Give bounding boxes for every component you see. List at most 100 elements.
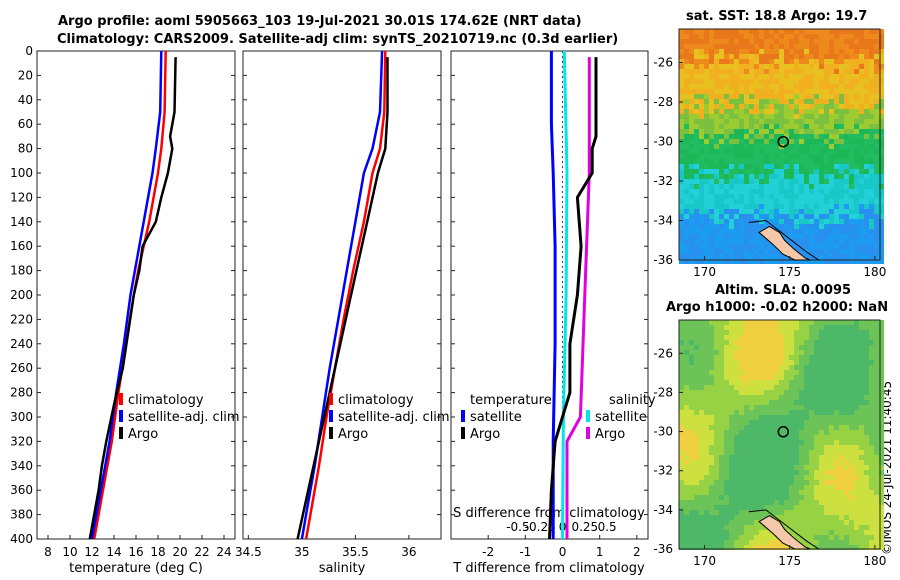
sla-pixel [824, 340, 829, 345]
sla-pixel [684, 335, 689, 340]
sst-pixel [699, 114, 704, 119]
sla-pixel [784, 410, 789, 415]
sla-pixel [679, 475, 684, 480]
sla-pixel [739, 455, 744, 460]
sla-pixel [844, 320, 849, 325]
sla-pixel [684, 515, 689, 520]
sst-pixel [809, 84, 814, 89]
sst-pixel [754, 94, 759, 99]
sla-pixel [744, 535, 749, 540]
sla-pixel [879, 325, 884, 330]
sla-pixel [744, 470, 749, 475]
sst-pixel [834, 59, 839, 64]
difference-x-tick-label: -2 [482, 545, 494, 559]
sla-pixel [849, 450, 854, 455]
sst-pixel [869, 259, 874, 264]
sla-pixel [804, 490, 809, 495]
sla-pixel [794, 340, 799, 345]
sst-pixel [824, 194, 829, 199]
sst-pixel [759, 44, 764, 49]
sst-pixel [789, 29, 794, 34]
sst-pixel [774, 259, 779, 264]
sla-pixel [724, 345, 729, 350]
sla-pixel [744, 440, 749, 445]
sst-pixel [774, 89, 779, 94]
sla-pixel [704, 445, 709, 450]
sla-pixel [859, 445, 864, 450]
sst-pixel [819, 199, 824, 204]
sla-pixel [814, 475, 819, 480]
sla-pixel [819, 465, 824, 470]
sst-pixel [784, 129, 789, 134]
sla-y-tick-label: -32 [653, 464, 673, 478]
sst-pixel [809, 169, 814, 174]
sst-pixel [754, 114, 759, 119]
sla-pixel [864, 430, 869, 435]
sst-pixel [714, 194, 719, 199]
sla-pixel [854, 430, 859, 435]
sst-pixel [694, 54, 699, 59]
sla-pixel [809, 345, 814, 350]
sst-pixel [694, 104, 699, 109]
sst-pixel [834, 229, 839, 234]
sla-pixel [859, 450, 864, 455]
sla-pixel [769, 405, 774, 410]
sla-pixel [679, 435, 684, 440]
sst-pixel [779, 219, 784, 224]
sla-pixel [874, 370, 879, 375]
sst-pixel [774, 94, 779, 99]
sla-pixel [734, 430, 739, 435]
sst-pixel [739, 139, 744, 144]
sla-pixel [719, 545, 724, 550]
sla-pixel [754, 510, 759, 515]
sst-pixel [864, 204, 869, 209]
sst-pixel [879, 99, 884, 104]
sla-pixel [834, 395, 839, 400]
sst-pixel [879, 119, 884, 124]
sst-pixel [744, 219, 749, 224]
sla-pixel [684, 410, 689, 415]
sst-pixel [854, 209, 859, 214]
sst-pixel [864, 89, 869, 94]
sla-pixel [704, 380, 709, 385]
sst-pixel [839, 214, 844, 219]
sla-pixel [854, 450, 859, 455]
sst-pixel [839, 114, 844, 119]
sla-pixel [824, 385, 829, 390]
sst-pixel [704, 194, 709, 199]
sla-pixel [764, 405, 769, 410]
sst-pixel [864, 254, 869, 259]
sst-pixel [854, 229, 859, 234]
sst-pixel [794, 239, 799, 244]
sst-pixel [704, 254, 709, 259]
sla-pixel [739, 375, 744, 380]
sst-pixel [679, 109, 684, 114]
sst-pixel [769, 184, 774, 189]
sst-pixel [714, 129, 719, 134]
sst-pixel [809, 189, 814, 194]
sst-pixel [834, 134, 839, 139]
sla-pixel [819, 455, 824, 460]
sst-pixel [714, 114, 719, 119]
sst-pixel [874, 119, 879, 124]
sst-pixel [724, 49, 729, 54]
sla-pixel [799, 515, 804, 520]
sla-pixel [874, 510, 879, 515]
sla-pixel [789, 515, 794, 520]
sst-pixel [814, 29, 819, 34]
sla-pixel [719, 345, 724, 350]
sla-pixel [724, 470, 729, 475]
sla-pixel [869, 425, 874, 430]
sst-pixel [724, 189, 729, 194]
sst-pixel [699, 184, 704, 189]
sst-pixel [724, 184, 729, 189]
sst-pixel [749, 149, 754, 154]
sst-pixel [724, 139, 729, 144]
sla-pixel [749, 320, 754, 325]
sla-pixel [749, 390, 754, 395]
sst-pixel [829, 89, 834, 94]
sla-pixel [709, 500, 714, 505]
salinity-x-label: salinity [319, 561, 366, 576]
sst-pixel [844, 149, 849, 154]
sst-pixel [754, 259, 759, 264]
